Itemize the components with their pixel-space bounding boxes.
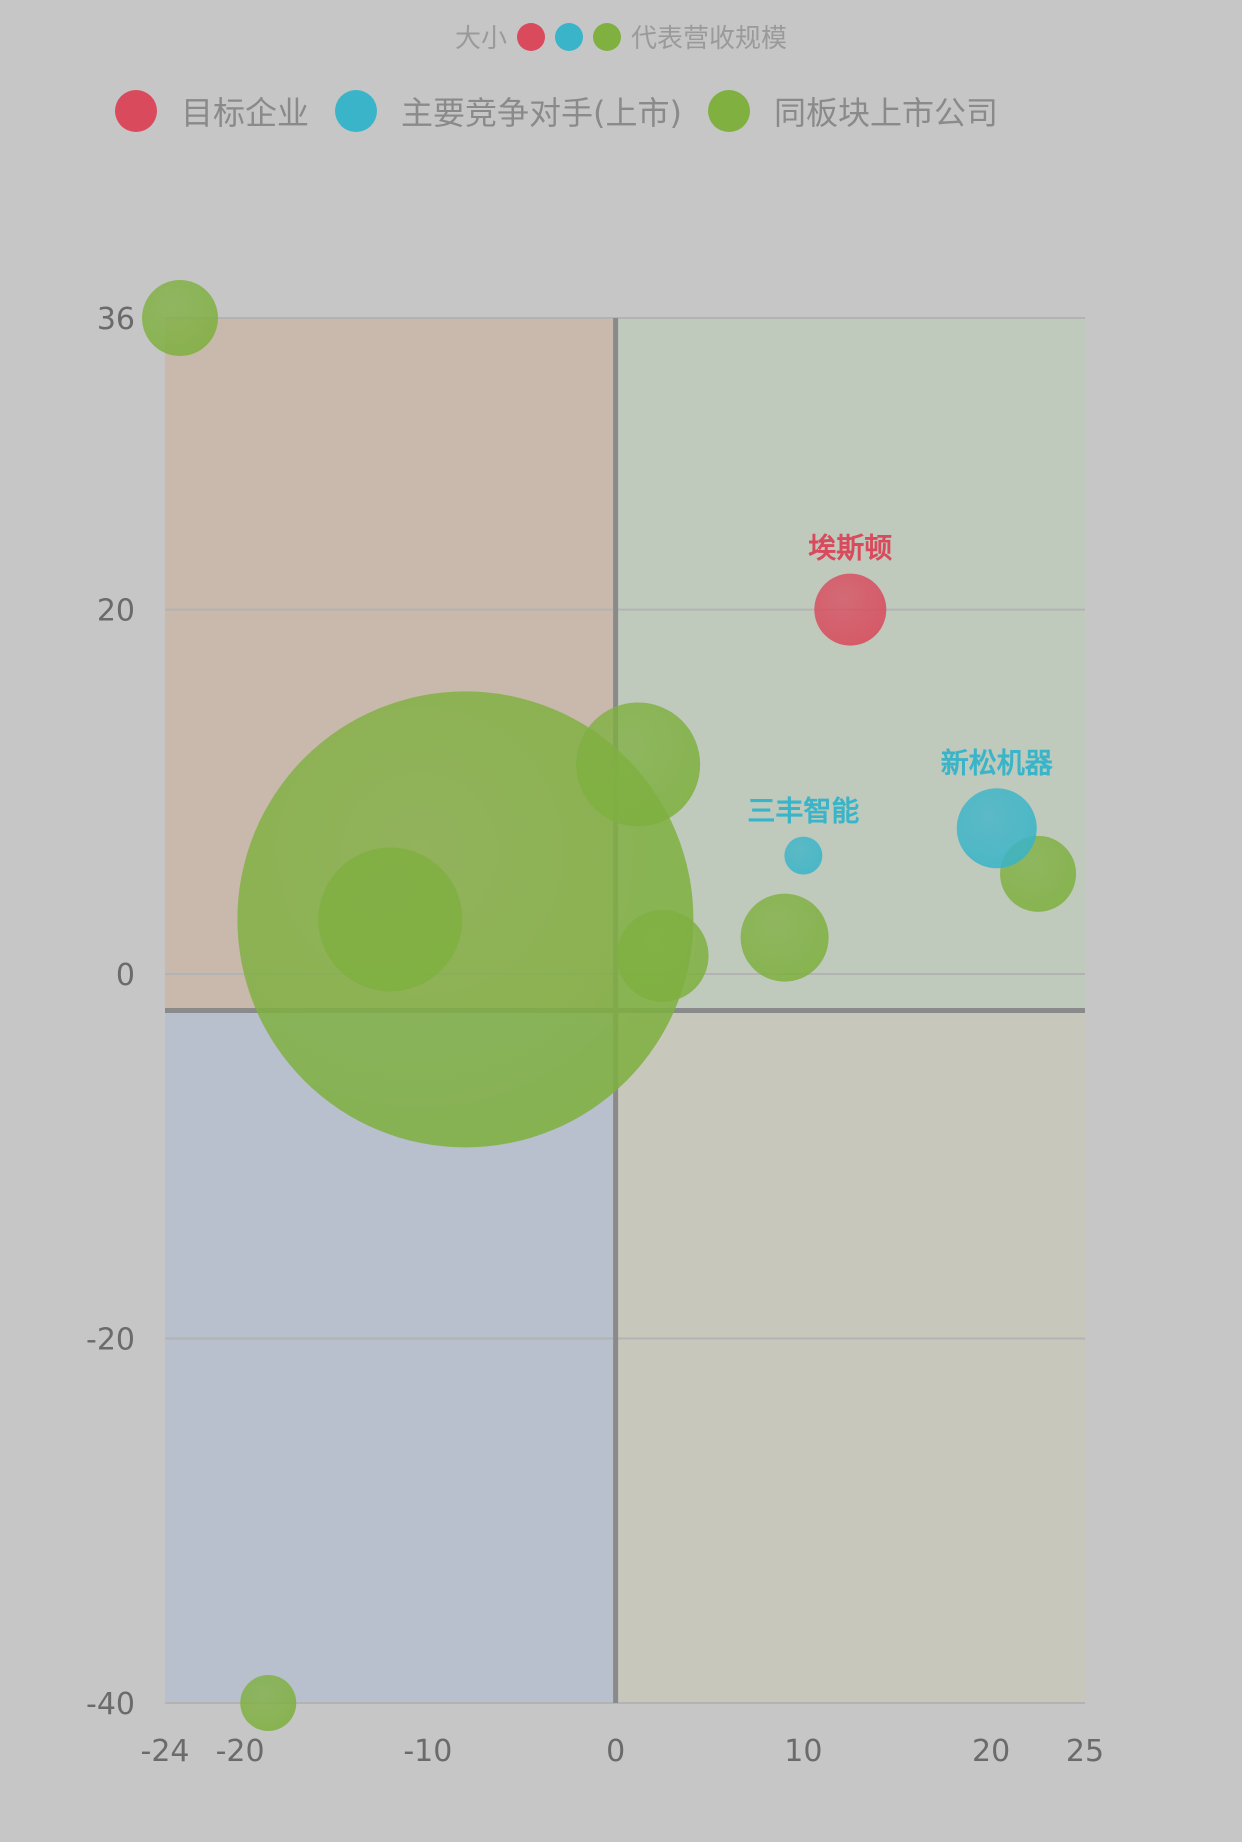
size-legend-teal-dot bbox=[555, 22, 583, 51]
size-legend: 大小 代表营收规模 bbox=[0, 18, 1242, 55]
bubble-0-0 bbox=[814, 573, 887, 646]
bubble-label-0-0: 埃斯顿 bbox=[808, 532, 892, 565]
size-legend-right-text: 代表营收规模 bbox=[631, 24, 788, 54]
legend-item-competitors[interactable]: 主要竞争对手(上市) bbox=[335, 88, 682, 134]
legend-label-peers: 同板块上市公司 bbox=[774, 94, 999, 132]
bubble-2-0 bbox=[142, 280, 219, 356]
legend-dot-target bbox=[115, 90, 157, 132]
legend-item-peers[interactable]: 同板块上市公司 bbox=[708, 88, 998, 134]
x-tick-label-6: 25 bbox=[1066, 1734, 1104, 1769]
size-legend-left-text: 大小 bbox=[454, 24, 507, 54]
x-tick-label-0: -24 bbox=[141, 1734, 190, 1769]
size-legend-green-dot bbox=[593, 22, 621, 51]
quadrant-bottom-right bbox=[615, 1010, 1085, 1703]
size-legend-red-dot bbox=[517, 22, 545, 51]
legend-dot-competitors bbox=[335, 90, 378, 132]
bubble-2-3 bbox=[576, 702, 701, 827]
y-tick-label-4: 36 bbox=[97, 302, 135, 337]
series-legend: 目标企业 主要竞争对手(上市) 同板块上市公司 bbox=[115, 88, 998, 134]
bubble-2-7 bbox=[240, 1675, 297, 1731]
y-tick-label-2: 0 bbox=[116, 958, 135, 993]
legend-item-target[interactable]: 目标企业 bbox=[115, 88, 309, 134]
y-tick-label-3: 20 bbox=[97, 594, 135, 629]
bubble-2-2 bbox=[318, 847, 463, 992]
x-tick-label-4: 10 bbox=[784, 1734, 822, 1769]
bubble-1-1 bbox=[956, 788, 1037, 869]
bubble-2-1 bbox=[237, 691, 694, 1148]
bubble-2-4 bbox=[616, 909, 709, 1002]
legend-dot-peers bbox=[708, 90, 750, 132]
y-tick-label-1: -20 bbox=[86, 1323, 135, 1358]
x-tick-label-3: 0 bbox=[606, 1734, 625, 1769]
bubble-1-0 bbox=[784, 836, 823, 875]
x-tick-label-2: -10 bbox=[403, 1734, 452, 1769]
x-tick-label-5: 20 bbox=[972, 1734, 1010, 1769]
bubble-label-1-0: 三丰智能 bbox=[747, 795, 859, 828]
legend-label-competitors: 主要竞争对手(上市) bbox=[401, 94, 682, 132]
x-tick-label-1: -20 bbox=[216, 1734, 265, 1769]
bubble-2-5 bbox=[740, 893, 829, 982]
bubble-label-1-1: 新松机器 bbox=[941, 746, 1054, 779]
y-tick-label-0: -40 bbox=[86, 1687, 135, 1722]
legend-label-target: 目标企业 bbox=[181, 94, 310, 132]
